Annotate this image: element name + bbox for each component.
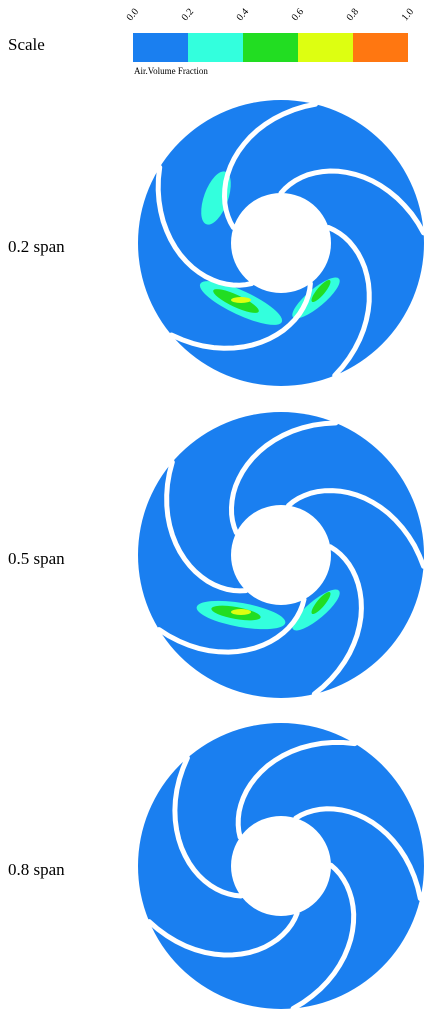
hub (231, 193, 331, 293)
colorbar-tick-label: 0.4 (235, 7, 251, 24)
air-patch (311, 279, 331, 303)
panels: 0.2 span 0.5 span 0.8 span (8, 100, 425, 1011)
air-patch (231, 297, 251, 303)
colorbar-tick-label: 0.8 (345, 7, 361, 24)
blade (172, 755, 244, 899)
blade (311, 544, 364, 697)
blade (164, 459, 249, 594)
blade (146, 910, 300, 958)
colorbar-tick-label: 1.0 (400, 7, 416, 24)
panel-label: 0.2 span (8, 237, 65, 256)
blade (169, 281, 313, 351)
colorbar-segment (298, 33, 353, 62)
colorbar-segment (188, 33, 243, 62)
colorbar-title: Air.Volume Fraction (134, 66, 208, 76)
blade (278, 168, 425, 236)
panel-label: 0.5 span (8, 549, 65, 568)
hub (231, 505, 331, 605)
blade (155, 164, 255, 288)
blade (326, 225, 372, 378)
scale-label: Scale (8, 35, 45, 54)
hub (231, 816, 331, 916)
blade (293, 806, 423, 901)
air-patch (231, 609, 251, 615)
colorbar-segment (243, 33, 298, 62)
colorbar-tick-label: 0.0 (125, 7, 141, 24)
air-patch (311, 591, 331, 615)
blade (290, 862, 357, 1011)
blade (228, 420, 339, 536)
blade (221, 101, 318, 230)
colorbar-tick-label: 0.2 (180, 7, 196, 24)
blade (286, 488, 425, 569)
colorbar-segment (353, 33, 408, 62)
blade (156, 596, 307, 655)
blade (235, 740, 358, 840)
colorbar-segment (133, 33, 188, 62)
colorbar-tick-label: 0.6 (290, 7, 306, 24)
panel-label: 0.8 span (8, 860, 65, 879)
